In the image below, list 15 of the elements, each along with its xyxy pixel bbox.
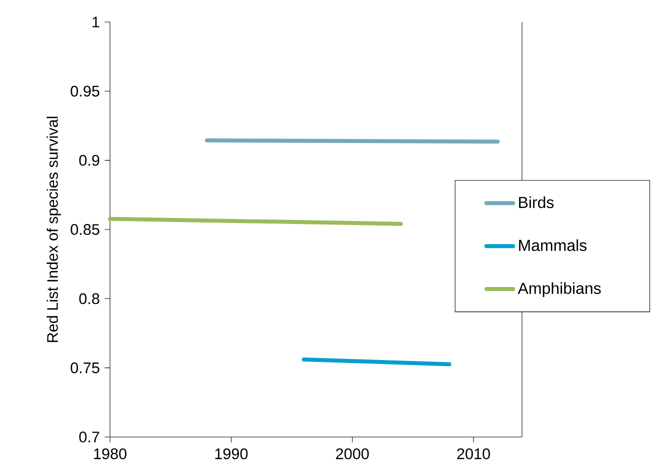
- y-tick-label: 0.9: [79, 154, 100, 166]
- y-axis-title: Red List Index of species survival: [46, 116, 61, 342]
- y-tick-label: 0.95: [70, 86, 100, 97]
- legend-label: Birds: [519, 196, 554, 208]
- x-tick-label: 2000: [336, 448, 369, 460]
- y-tick-label: 0.7: [79, 432, 100, 442]
- y-tick-label: 0.85: [70, 224, 100, 235]
- legend-label: Mammals: [519, 239, 587, 252]
- x-tick-label: 1990: [215, 448, 248, 460]
- x-tick-label: 2010: [457, 448, 490, 460]
- x-tick-label: 1980: [94, 448, 126, 460]
- y-tick-label: 1: [92, 16, 100, 28]
- legend-label: Amphibians: [518, 282, 601, 298]
- y-tick-label: 0.75: [70, 362, 100, 374]
- y-tick-label: 0.8: [79, 293, 100, 304]
